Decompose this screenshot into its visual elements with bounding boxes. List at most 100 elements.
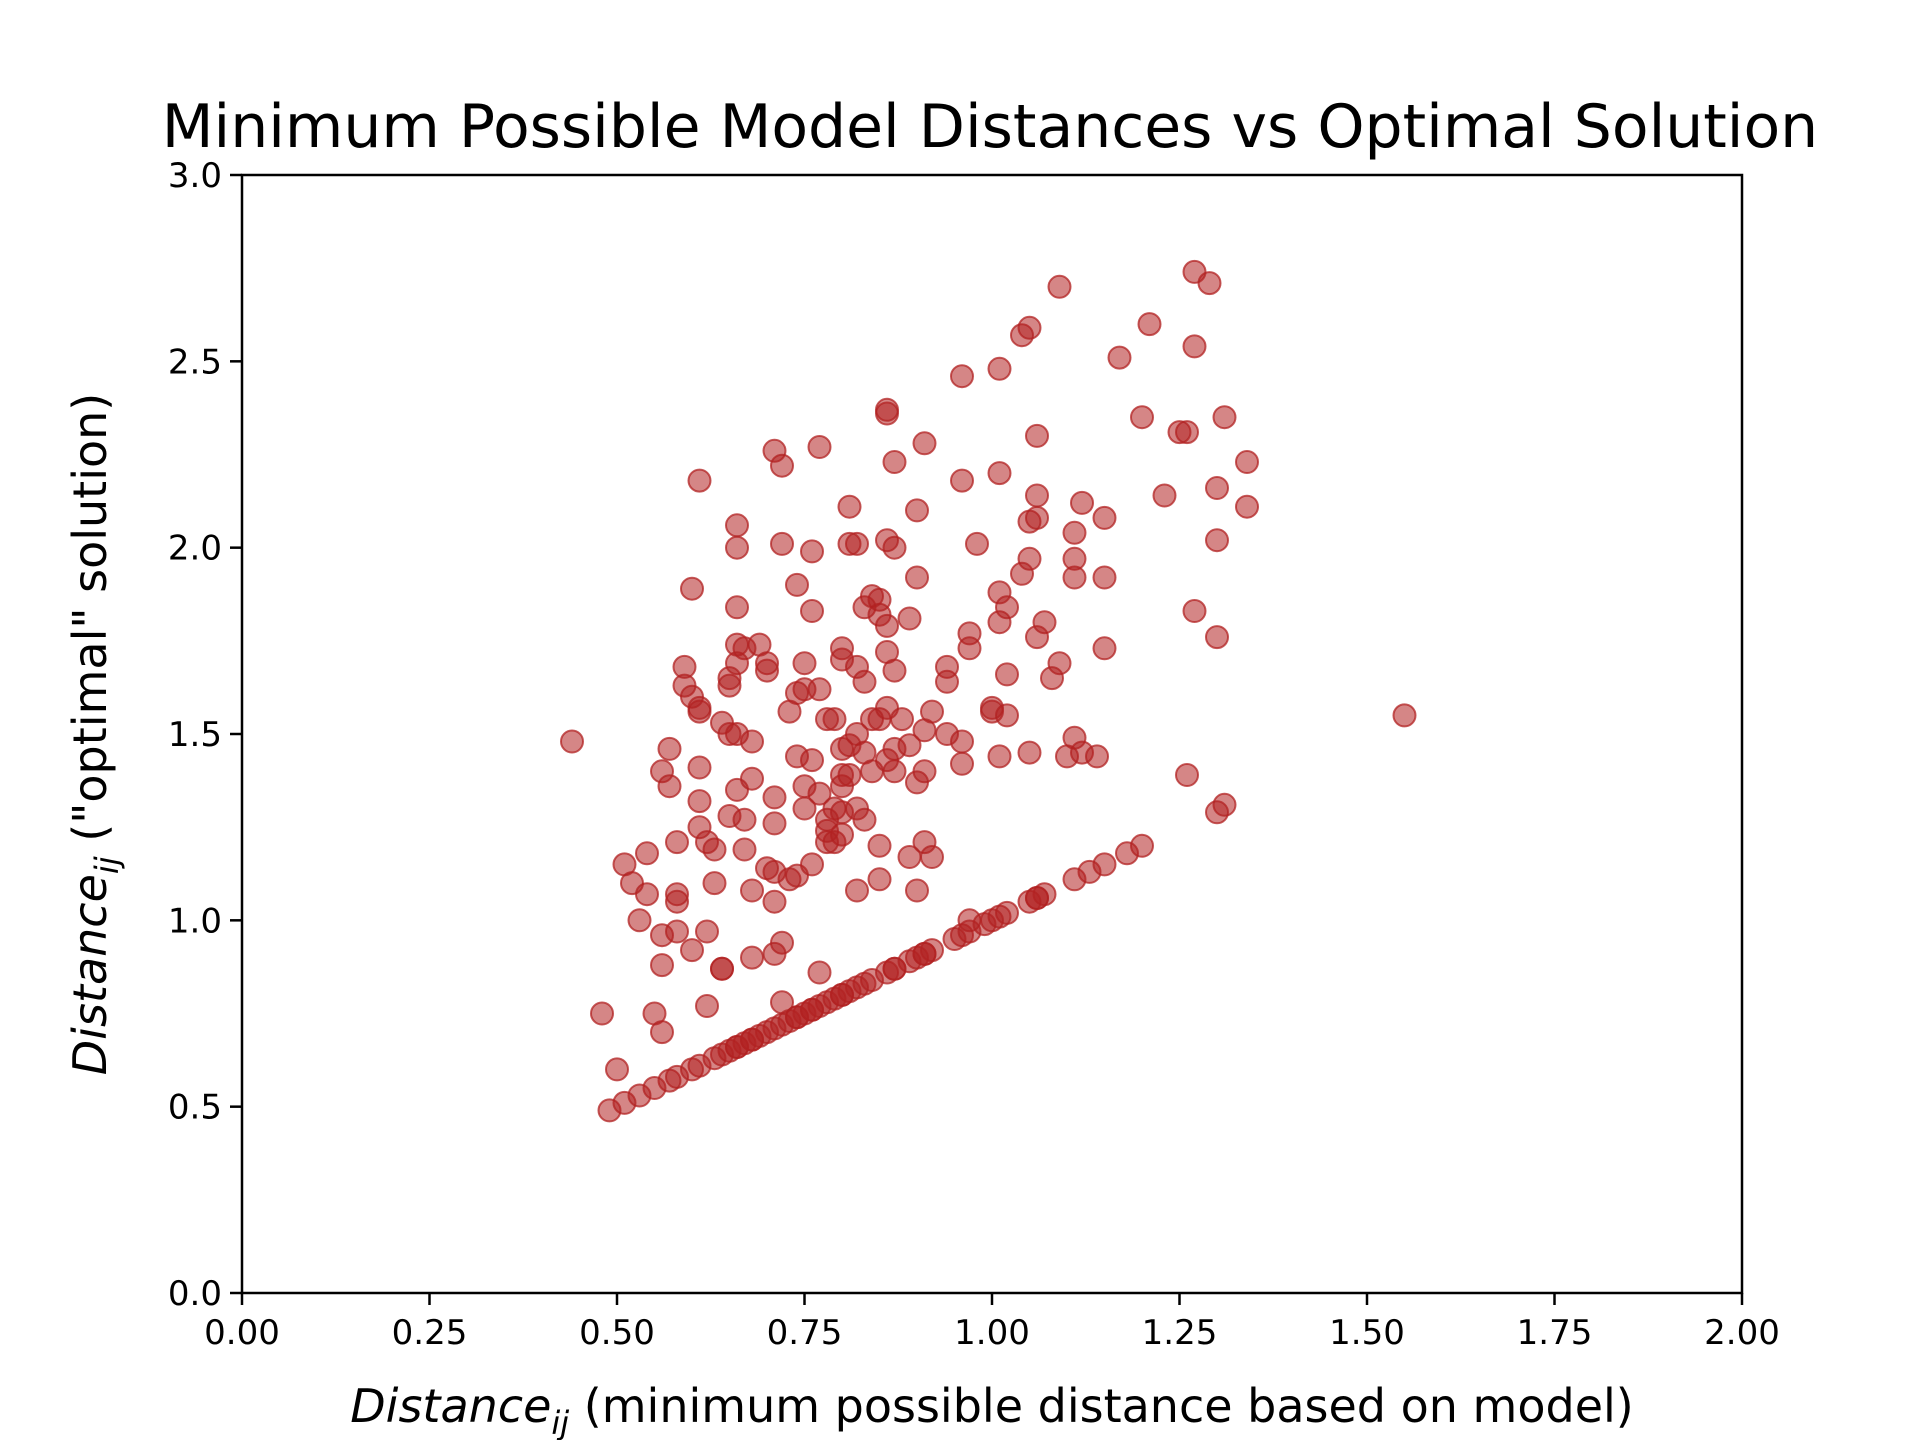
data-point — [1062, 546, 1087, 571]
data-point — [845, 531, 869, 556]
data-point — [807, 435, 832, 459]
x-axis-label: Distanceij (minimum possible distance ba… — [350, 1379, 1633, 1440]
data-point — [1235, 494, 1259, 519]
data-point — [672, 654, 697, 679]
data-point — [770, 453, 794, 478]
data-point — [912, 759, 937, 784]
data-point — [687, 789, 712, 814]
data-point — [635, 882, 659, 907]
x-axis-label-main: Distance — [350, 1379, 551, 1433]
data-point — [792, 651, 817, 676]
data-point — [1130, 405, 1154, 430]
data-point — [650, 1020, 674, 1045]
data-point — [1047, 651, 1072, 676]
data-point — [732, 837, 757, 862]
data-point — [770, 930, 794, 955]
data-point — [605, 1057, 629, 1082]
data-point — [1092, 565, 1117, 590]
data-point — [950, 729, 974, 754]
data-point — [710, 956, 734, 981]
data-point — [905, 498, 929, 523]
data-point — [740, 945, 764, 970]
y-tick-label: 2.0 — [168, 529, 222, 569]
data-point — [995, 595, 1019, 620]
data-point — [995, 900, 1019, 925]
y-axis-label-rest: ("optimal" solution) — [63, 393, 117, 857]
data-point — [725, 535, 749, 560]
y-tick-label: 3.0 — [168, 156, 222, 196]
data-point — [867, 867, 892, 892]
data-point — [852, 807, 877, 832]
data-point — [882, 658, 907, 683]
data-point — [800, 852, 824, 877]
data-point — [995, 662, 1019, 687]
data-point — [1092, 505, 1117, 530]
data-point — [882, 759, 907, 784]
data-point — [995, 703, 1019, 728]
data-point — [987, 461, 1012, 486]
data-point — [762, 811, 787, 836]
data-point — [830, 982, 854, 1007]
data-point — [1025, 886, 1049, 910]
y-axis-label-sub: ij — [88, 856, 126, 874]
y-tick-label: 0.5 — [168, 1088, 222, 1128]
data-point — [1152, 483, 1177, 508]
y-axis-label: Distanceij ("optimal" solution) — [63, 393, 126, 1075]
data-point — [1205, 476, 1229, 500]
data-point — [1017, 315, 1042, 340]
data-point — [1092, 852, 1117, 877]
data-point — [800, 748, 824, 773]
data-point — [680, 938, 704, 963]
data-point — [687, 695, 712, 720]
data-point — [740, 729, 764, 754]
data-point — [837, 494, 862, 519]
data-point — [957, 621, 982, 646]
data-point — [665, 919, 689, 944]
data-point — [830, 636, 854, 661]
data-point — [987, 744, 1012, 769]
data-point — [1212, 405, 1237, 430]
data-point — [762, 889, 787, 914]
data-point — [807, 781, 832, 806]
x-tick-label: 1.75 — [1517, 1313, 1593, 1353]
y-axis: 0.0 0.5 1.0 1.5 2.0 2.5 3.0 — [168, 156, 242, 1314]
data-point — [852, 669, 877, 694]
data-point — [755, 658, 779, 683]
data-point — [762, 785, 787, 810]
data-point — [1392, 703, 1417, 728]
data-point — [665, 882, 689, 907]
data-point — [890, 707, 914, 732]
data-point — [882, 956, 907, 981]
data-point — [1130, 833, 1154, 858]
x-tick-label: 0.25 — [392, 1313, 468, 1353]
data-point — [957, 908, 982, 933]
y-axis-label-main: Distance — [63, 874, 117, 1075]
x-tick-label: 1.00 — [954, 1313, 1030, 1353]
data-point — [822, 707, 847, 732]
data-point — [875, 613, 899, 638]
data-point — [665, 830, 689, 855]
data-point — [560, 729, 584, 754]
data-point — [950, 468, 974, 493]
data-point — [627, 908, 652, 933]
data-point — [987, 356, 1012, 381]
data-point — [687, 755, 712, 780]
data-point — [1025, 483, 1049, 508]
data-point — [657, 736, 682, 761]
data-point — [1017, 740, 1042, 765]
data-point — [807, 960, 832, 985]
data-point — [590, 1001, 614, 1026]
data-point — [1070, 490, 1094, 515]
data-point — [1107, 345, 1132, 370]
data-point — [1182, 599, 1207, 623]
data-point — [1235, 450, 1259, 474]
data-point — [920, 699, 944, 724]
x-tick-label: 0.75 — [767, 1313, 843, 1353]
x-tick-label: 0.00 — [204, 1313, 280, 1353]
data-point — [800, 997, 824, 1022]
plot-frame — [240, 173, 1744, 1295]
data-point — [1092, 636, 1117, 661]
data-point — [1085, 744, 1109, 769]
data-point — [882, 450, 907, 474]
data-point — [800, 539, 824, 564]
